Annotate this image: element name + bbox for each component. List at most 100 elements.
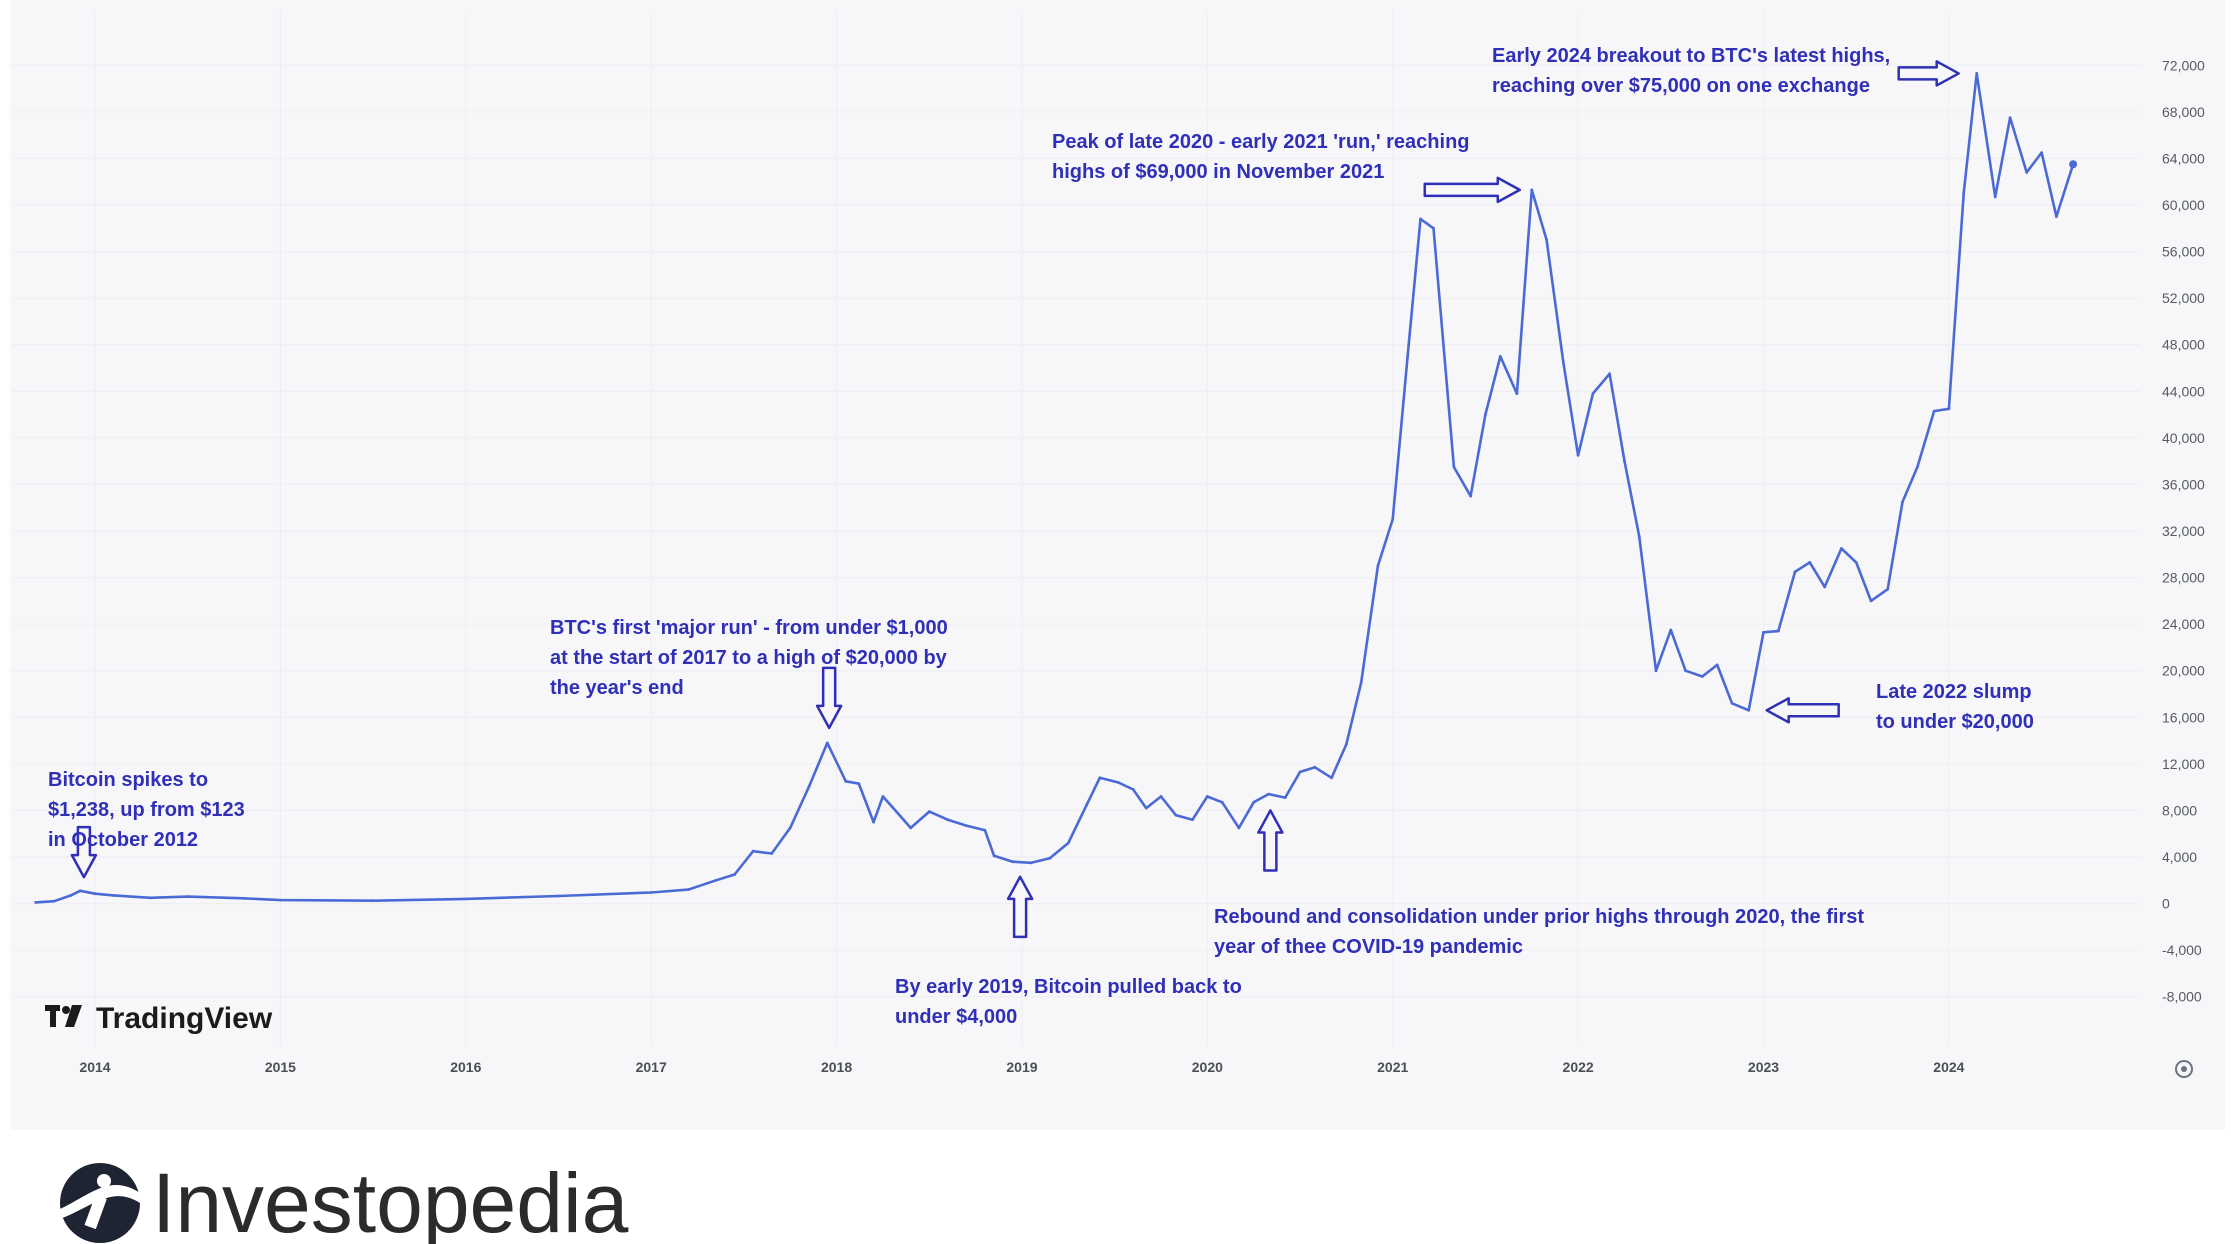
annotation-text: Late 2022 slump bbox=[1876, 681, 2032, 703]
data-point bbox=[1561, 360, 1565, 364]
data-point bbox=[825, 741, 829, 745]
y-tick-label: 12,000 bbox=[2162, 756, 2205, 772]
data-point bbox=[844, 779, 848, 783]
gridlines bbox=[12, 12, 2140, 1045]
data-point bbox=[1174, 813, 1178, 817]
annotation-arrow-icon bbox=[1006, 875, 1034, 939]
data-point bbox=[788, 826, 792, 830]
annotation-text: BTC's first 'major run' - from under $1,… bbox=[550, 617, 948, 639]
investopedia-wordmark: Investopedia bbox=[152, 1156, 629, 1244]
annotations: Bitcoin spikes to $1,238, up from $123 in … bbox=[48, 45, 2034, 1028]
data-point bbox=[1029, 861, 1033, 865]
data-point bbox=[1406, 355, 1409, 358]
tradingview-icon bbox=[45, 1005, 82, 1027]
data-point bbox=[1345, 742, 1348, 746]
data-point bbox=[992, 854, 996, 858]
data-point bbox=[733, 873, 736, 876]
data-point bbox=[1730, 701, 1734, 705]
data-point bbox=[1085, 803, 1089, 806]
annotation-arrow-icon bbox=[70, 825, 98, 879]
last-price-marker bbox=[2069, 160, 2078, 169]
y-tick-label: -4,000 bbox=[2162, 942, 2202, 958]
data-point bbox=[1144, 806, 1148, 810]
tradingview-logo: TradingView bbox=[45, 1002, 273, 1035]
y-tick-label: 40,000 bbox=[2162, 430, 2205, 446]
data-point bbox=[857, 782, 861, 785]
data-point bbox=[241, 896, 245, 900]
data-point bbox=[1932, 409, 1936, 413]
data-point bbox=[1267, 792, 1270, 796]
data-point bbox=[1700, 675, 1704, 678]
y-tick-label: 60,000 bbox=[2162, 197, 2205, 213]
x-tick-label: 2015 bbox=[265, 1059, 296, 1075]
data-point bbox=[52, 899, 56, 903]
annotation: Early 2024 breakout to BTC's latest high… bbox=[1492, 45, 1960, 97]
y-tick-label: 72,000 bbox=[2162, 57, 2205, 73]
annotation-text: $1,238, up from $123 bbox=[48, 799, 245, 821]
data-point bbox=[1747, 708, 1751, 712]
data-point bbox=[112, 894, 115, 897]
data-point bbox=[1098, 776, 1102, 780]
y-tick-label: 64,000 bbox=[2162, 150, 2205, 166]
x-tick-label: 2017 bbox=[636, 1059, 667, 1075]
annotation-text: Bitcoin spikes to bbox=[48, 769, 208, 791]
y-tick-label: 16,000 bbox=[2162, 709, 2205, 725]
annotation: By early 2019, Bitcoin pulled back to und… bbox=[895, 875, 1242, 1028]
y-tick-label: 8,000 bbox=[2162, 802, 2197, 818]
data-point bbox=[1159, 795, 1163, 798]
data-point bbox=[1762, 630, 1765, 634]
y-tick-label: 0 bbox=[2162, 896, 2170, 912]
annotation: Bitcoin spikes to $1,238, up from $123 in … bbox=[48, 769, 245, 879]
y-tick-label: 44,000 bbox=[2162, 383, 2205, 399]
data-point bbox=[1608, 372, 1611, 376]
annotation-arrow-icon bbox=[1897, 60, 1960, 87]
data-point bbox=[714, 878, 718, 882]
data-point bbox=[890, 805, 894, 809]
data-point bbox=[464, 897, 468, 901]
data-point bbox=[909, 826, 913, 830]
data-point bbox=[1840, 547, 1843, 550]
annotation-text: in October 2012 bbox=[48, 829, 198, 851]
data-point bbox=[1591, 392, 1595, 395]
y-tick-label: 24,000 bbox=[2162, 616, 2205, 632]
x-tick-label: 2022 bbox=[1563, 1059, 1594, 1075]
annotation-text: Rebound and consolidation under prior hi… bbox=[1214, 906, 1864, 928]
annotation-arrow-icon bbox=[1423, 176, 1522, 204]
settings-gear-icon[interactable] bbox=[2175, 1060, 2193, 1078]
data-point bbox=[1469, 494, 1472, 498]
data-point bbox=[1869, 599, 1873, 603]
annotation-text: the year's end bbox=[550, 677, 684, 699]
annotation: Rebound and consolidation under prior hi… bbox=[1214, 809, 1864, 958]
annotation-text: to under $20,000 bbox=[1876, 711, 2034, 733]
data-point bbox=[1637, 535, 1641, 539]
data-point bbox=[1066, 841, 1070, 845]
x-axis: 2014 2015 2016 2017 2018 2019 2020 2021 2022 2023… bbox=[79, 1059, 1964, 1075]
annotation-arrow-icon bbox=[1765, 697, 1840, 724]
annotation-text: By early 2019, Bitcoin pulled back to bbox=[895, 976, 1242, 998]
investopedia-icon bbox=[60, 1163, 140, 1243]
data-point bbox=[1298, 770, 1302, 774]
data-point bbox=[1117, 781, 1120, 784]
data-point bbox=[1823, 585, 1827, 589]
investopedia-logo: Investopedia bbox=[60, 1156, 629, 1244]
data-point bbox=[1283, 796, 1287, 799]
data-point bbox=[1623, 459, 1626, 463]
annotation-text: highs of $69,000 in November 2021 bbox=[1052, 161, 1384, 183]
data-point bbox=[1330, 776, 1333, 780]
data-point bbox=[1545, 238, 1548, 242]
data-point bbox=[881, 795, 885, 798]
data-point bbox=[872, 820, 875, 824]
data-point bbox=[927, 810, 931, 813]
x-tick-label: 2020 bbox=[1192, 1059, 1223, 1075]
data-point bbox=[1684, 669, 1687, 673]
data-point bbox=[946, 818, 950, 822]
data-point bbox=[1452, 465, 1456, 469]
data-point bbox=[1048, 856, 1052, 860]
data-point bbox=[2025, 171, 2029, 174]
x-tick-label: 2014 bbox=[79, 1059, 110, 1075]
data-point bbox=[1484, 413, 1487, 416]
data-point bbox=[1131, 788, 1135, 791]
y-tick-label: 36,000 bbox=[2162, 476, 2205, 492]
